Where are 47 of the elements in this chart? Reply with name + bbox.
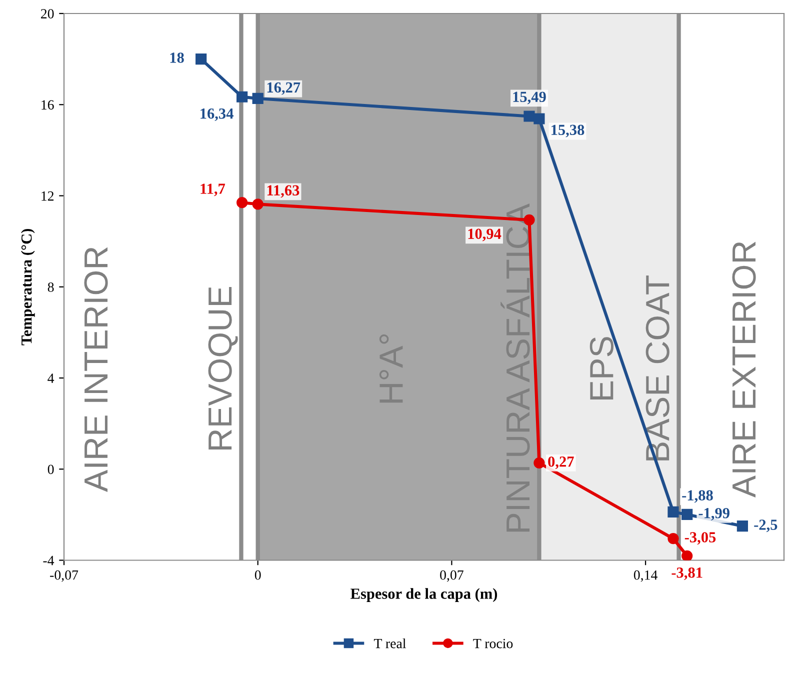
- ref-line-label: REVOQUE: [208, 286, 238, 450]
- point: [682, 508, 693, 520]
- y-axis-title: Temperatura (°C): [20, 228, 35, 346]
- ref-line-label: BASE COAT: [646, 275, 670, 460]
- legend-label: T real: [374, 638, 406, 648]
- y-tick-label: 0: [48, 464, 54, 474]
- x-tick-label: -0,07: [50, 570, 78, 582]
- data-label: 18: [170, 52, 184, 63]
- data-label: 11,7: [200, 184, 226, 196]
- point: [534, 113, 545, 124]
- x-tick-label: 0: [254, 570, 261, 580]
- point: [668, 506, 679, 518]
- point: [252, 198, 264, 210]
- y-tick-label: 12: [42, 191, 54, 201]
- point: [534, 457, 545, 469]
- point: [668, 533, 679, 544]
- annotation: AIRE EXTERIOR: [732, 242, 756, 498]
- data-label: 11,63: [267, 185, 300, 198]
- y-tick-label: 8: [48, 282, 54, 292]
- x-tick-label: 0,14: [634, 570, 658, 582]
- data-label: -1,88: [682, 490, 713, 503]
- x-axis-title: Espesor de la capa (m): [350, 588, 498, 602]
- point: [252, 92, 264, 104]
- y-tick-label: 16: [42, 100, 54, 110]
- annotation: AIRE INTERIOR: [84, 247, 108, 492]
- point: [236, 197, 248, 208]
- data-label: 0,27: [548, 456, 574, 470]
- point: [236, 91, 248, 102]
- point: [682, 550, 693, 560]
- legend-label: T rocio: [473, 638, 513, 648]
- data-label: -3,05: [684, 532, 716, 545]
- y-tick-label: 20: [41, 9, 54, 18]
- y-tick-label: -4: [43, 556, 54, 566]
- x-tick-label: 0,07: [440, 570, 464, 582]
- y-tick-label: 4: [48, 374, 54, 383]
- data-label: 15,49: [513, 92, 546, 104]
- data-label: -1,99: [698, 508, 730, 520]
- band-label: EPS: [590, 337, 614, 400]
- point: [196, 54, 207, 65]
- point: [524, 110, 535, 122]
- data-label: 16,27: [267, 82, 300, 95]
- data-label: -2,5: [754, 520, 778, 532]
- point: [736, 520, 748, 532]
- data-label: -3,81: [672, 567, 702, 580]
- data-label: 15,38: [552, 124, 584, 138]
- data-label: 16,34: [200, 108, 234, 121]
- data-label: 10,94: [468, 228, 502, 242]
